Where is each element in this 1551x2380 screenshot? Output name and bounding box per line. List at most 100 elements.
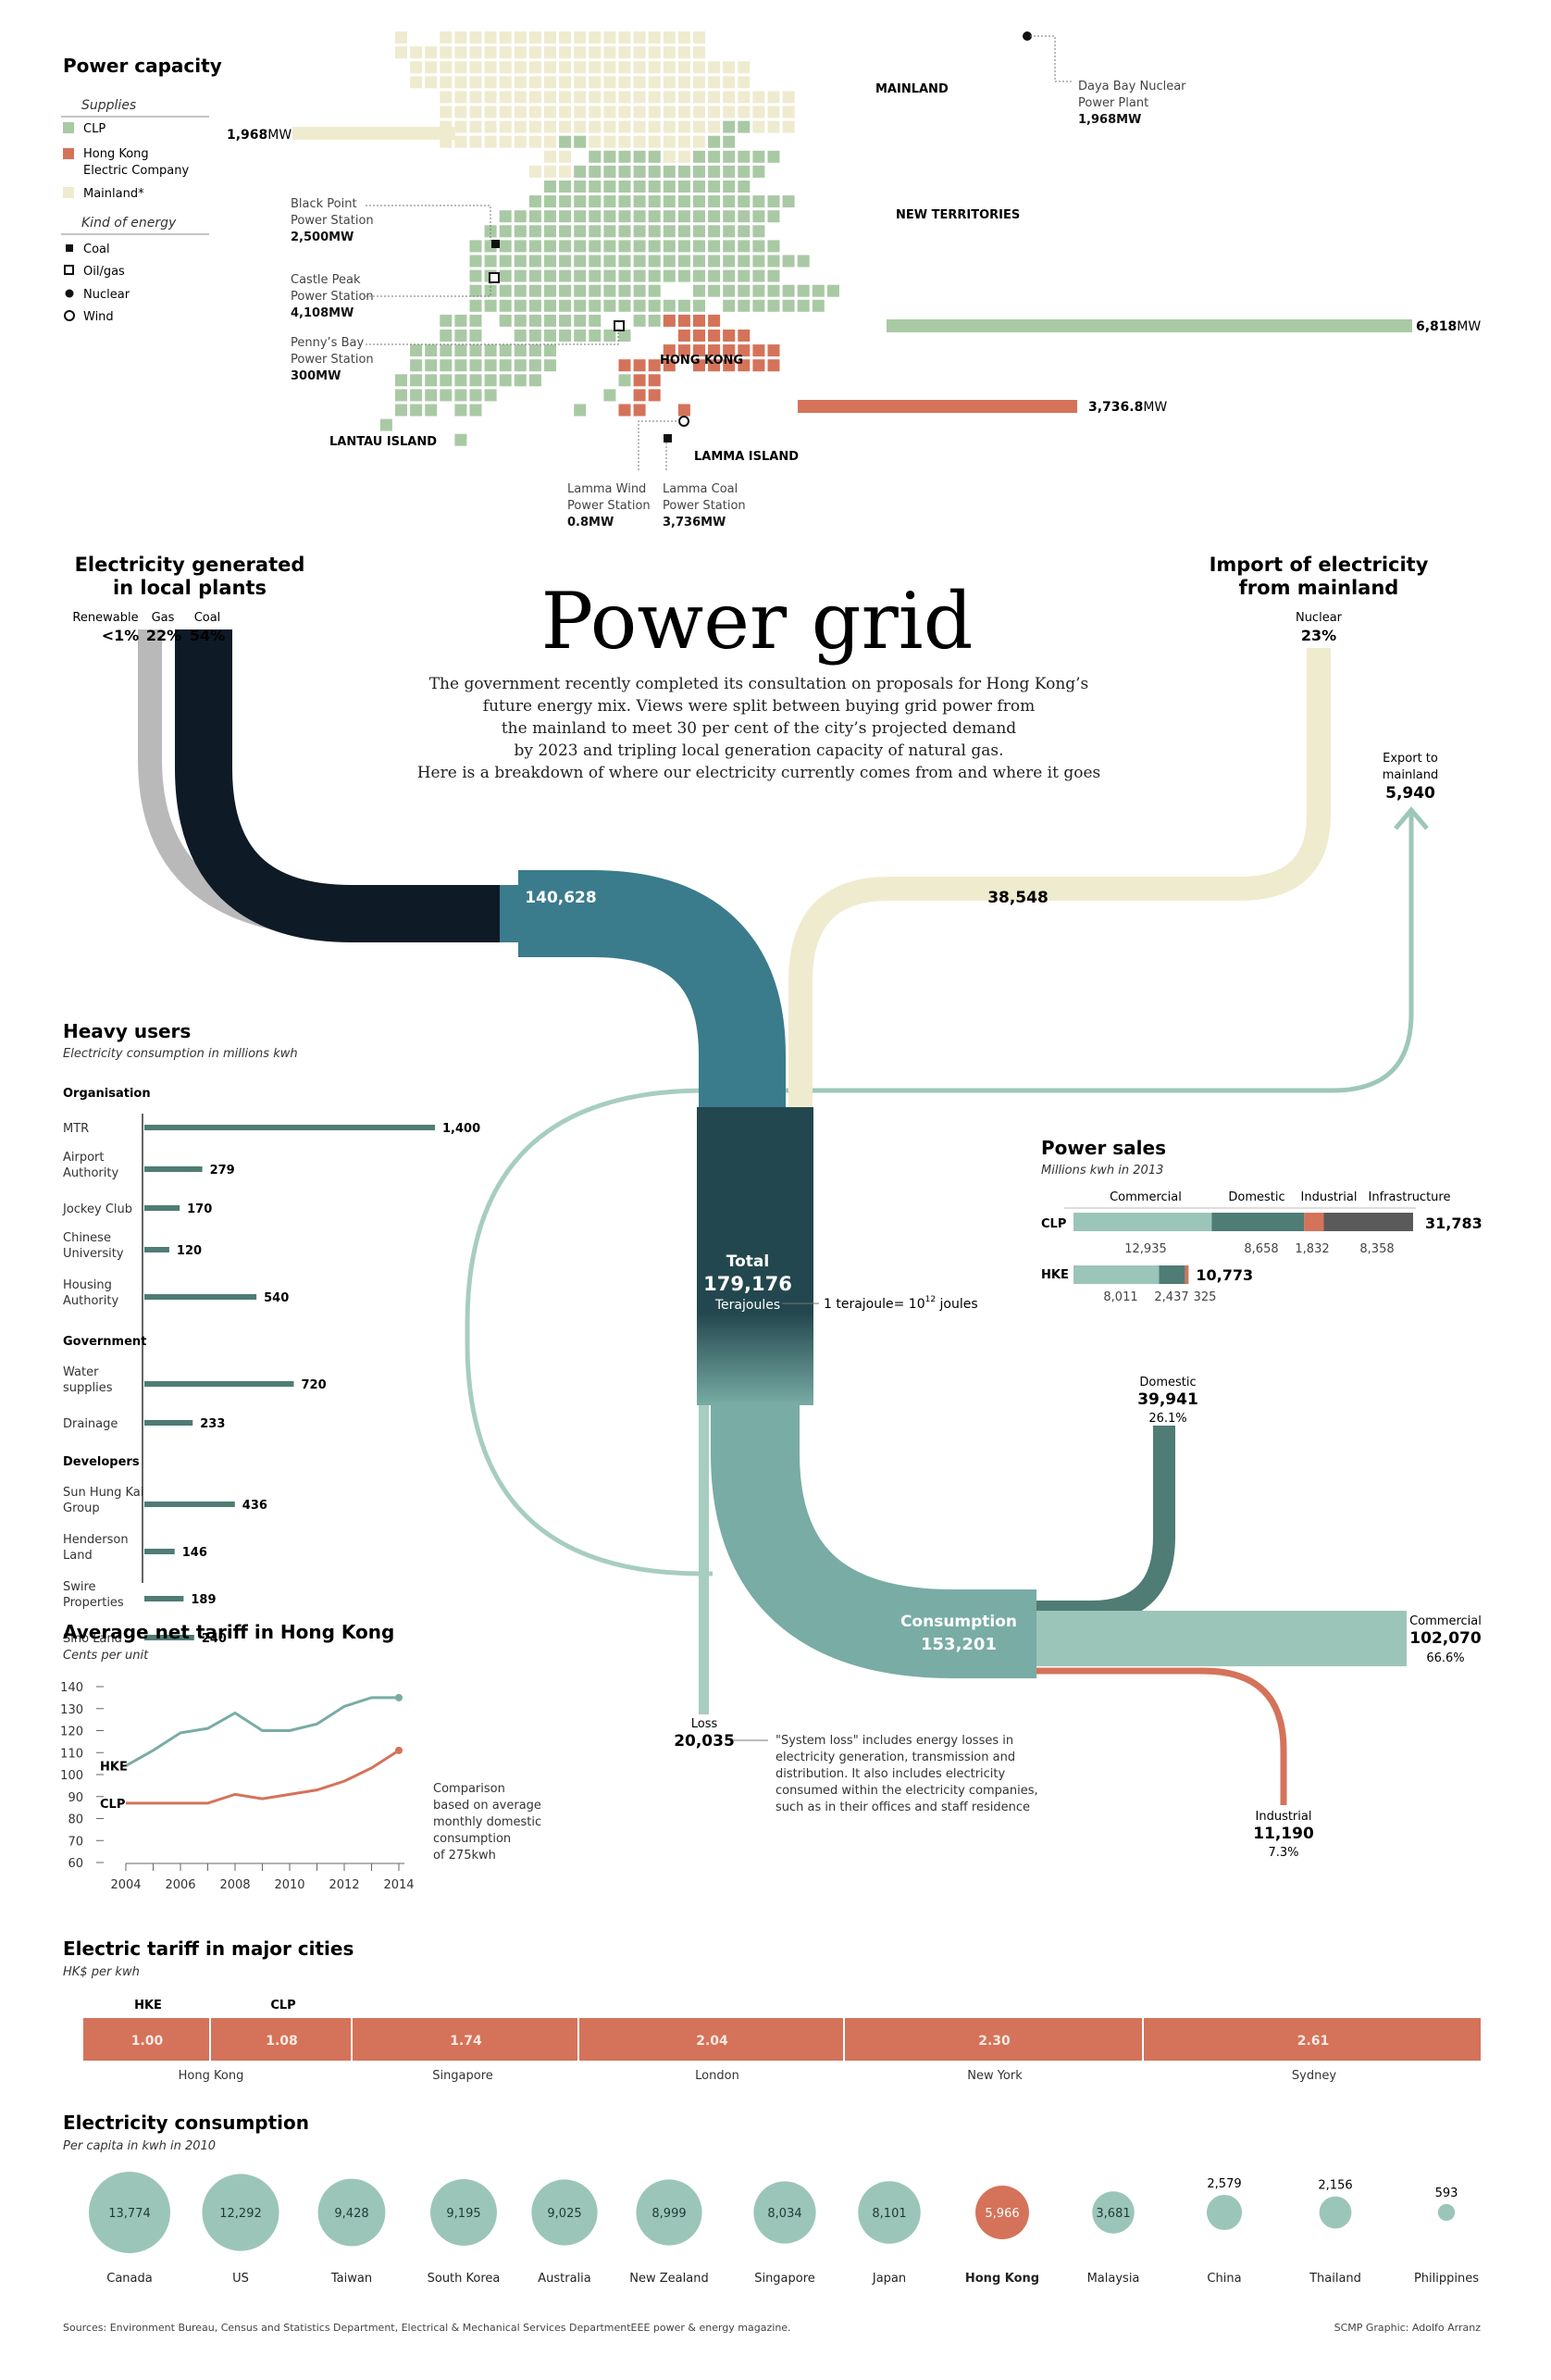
consumption-value: 8,034 [767, 2207, 801, 2221]
map-cell [633, 150, 646, 163]
map-cell [723, 269, 736, 282]
map-cell [633, 135, 646, 148]
map-cell [633, 269, 646, 282]
heavy-user-bar [144, 1166, 203, 1172]
map-cell [738, 150, 751, 163]
map-cell [499, 269, 512, 282]
map-cell [603, 135, 616, 148]
wind-icon [64, 310, 75, 321]
map-cell [618, 240, 631, 253]
loss-note-1: "System loss" includes energy losses in [776, 1734, 1013, 1748]
map-cell [469, 91, 482, 104]
map-cell [738, 165, 751, 178]
map-label-new-territories: NEW TERRITORIES [896, 208, 1020, 222]
map-label-mainland: MAINLAND [875, 82, 949, 96]
power-sales: Power sales Millions kwh in 2013 Commerc… [1041, 1137, 1483, 1304]
heavy-user-label: Authority [63, 1166, 118, 1180]
map-cell [677, 255, 690, 268]
map-cell [559, 284, 572, 297]
map-cell [618, 120, 631, 133]
city-tariff-value: 1.00 [131, 2034, 164, 2049]
map-cell [544, 165, 556, 178]
consumption-bubble [858, 2181, 921, 2244]
supplies-heading: Supplies [81, 98, 136, 113]
map-cell [708, 165, 721, 178]
map-cell [618, 106, 631, 118]
domestic-value: 39,941 [1137, 1390, 1198, 1409]
map-label-hong-kong: HONG KONG [660, 354, 743, 368]
intro-line: The government recently completed its co… [428, 675, 1089, 693]
map-cell [589, 210, 602, 223]
mainland-swatch [63, 187, 74, 198]
map-cell [440, 389, 453, 402]
map-cell [574, 61, 587, 74]
map-cell [738, 61, 751, 74]
map-cell [499, 120, 512, 133]
map-cell [514, 284, 527, 297]
intro-line: by 2023 and tripling local generation ca… [514, 741, 1004, 760]
consumption-value: 13,774 [108, 2207, 151, 2221]
map-cell [693, 61, 705, 74]
export-arrow-icon [1394, 806, 1429, 830]
map-cell [633, 91, 646, 104]
tariff-line-chart: Average net tariff in Hong Kong Cents pe… [60, 1621, 541, 1892]
heavy-user-value: 240 [202, 1632, 227, 1646]
map-cell [469, 61, 482, 74]
map-cell [603, 255, 616, 268]
map-cell [618, 195, 631, 208]
map-cell [752, 210, 765, 223]
sales-bar-segment [1211, 1213, 1305, 1231]
heavy-user-value: 170 [187, 1202, 212, 1216]
map-cell [752, 240, 765, 253]
map-cell [603, 240, 616, 253]
map-cell [693, 284, 705, 297]
map-cell [499, 344, 512, 357]
map-cell [603, 195, 616, 208]
map-cell [723, 240, 736, 253]
map-cell [767, 299, 780, 312]
legend-mainland: Mainland* [83, 187, 144, 201]
map-cell [410, 359, 423, 372]
city-tariff-bar [353, 2018, 577, 2061]
map-cell [663, 210, 676, 223]
map-cell [484, 106, 497, 118]
map-cell [454, 106, 467, 118]
map-cell [693, 165, 705, 178]
map-cell [648, 255, 661, 268]
map-cell [410, 61, 423, 74]
map-cell [663, 31, 676, 44]
heavy-user-label: Authority [63, 1294, 118, 1308]
mainland-capacity-bar [292, 127, 455, 140]
map-cell [589, 255, 602, 268]
map-cell [648, 61, 661, 74]
map-cell [603, 61, 616, 74]
map-cell [633, 210, 646, 223]
map-cell [528, 61, 541, 74]
map-cell [677, 240, 690, 253]
map-cell [440, 46, 453, 59]
map-cell [767, 240, 780, 253]
export-loop-left [465, 1088, 768, 1576]
map-cell [574, 210, 587, 223]
map-cell [618, 61, 631, 74]
map-cell [499, 91, 512, 104]
plant-black-point-name-1: Black Point [291, 197, 357, 211]
map-cell [663, 240, 676, 253]
map-cell [499, 135, 512, 148]
map-cell [574, 240, 587, 253]
map-cell [618, 165, 631, 178]
map-cell [514, 135, 527, 148]
map-cell [663, 76, 676, 89]
map-cell [574, 284, 587, 297]
map-cell [484, 299, 497, 312]
heavy-group-label: Government [63, 1335, 146, 1349]
commercial-label: Commercial [1409, 1614, 1482, 1628]
tariff-y-tick: 100 [60, 1769, 83, 1783]
map-cell [469, 314, 482, 327]
map-cell [469, 269, 482, 282]
map-cell [618, 374, 631, 387]
city-tariff-title: Electric tariff in major cities [63, 1938, 354, 1960]
map-cell [454, 46, 467, 59]
map-cell [708, 210, 721, 223]
gas-label: Gas [152, 611, 175, 625]
